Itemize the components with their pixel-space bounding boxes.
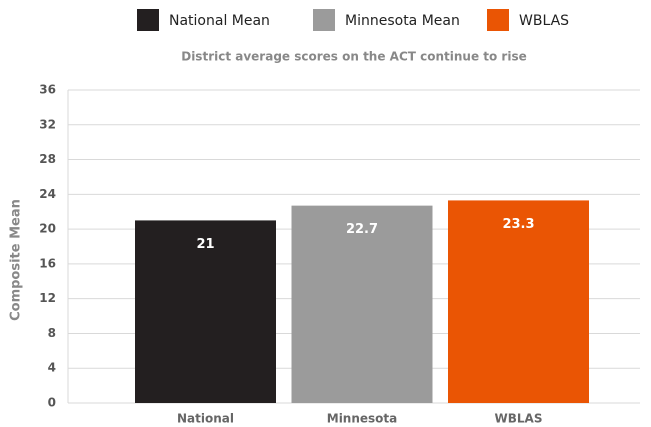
legend-swatch xyxy=(137,9,159,31)
legend-label: Minnesota Mean xyxy=(345,13,460,29)
legend-swatch xyxy=(313,9,335,31)
y-tick-label: 32 xyxy=(39,117,56,131)
y-axis-label: Composite Mean xyxy=(9,199,24,321)
y-tick-label: 24 xyxy=(39,187,56,201)
x-tick-label: Minnesota xyxy=(327,412,398,426)
y-tick-label: 20 xyxy=(39,222,56,236)
chart-subtitle: District average scores on the ACT conti… xyxy=(181,50,527,64)
bar xyxy=(448,200,589,403)
y-tick-label: 0 xyxy=(48,396,56,410)
data-label: 22.7 xyxy=(346,222,378,237)
legend-swatch xyxy=(487,9,509,31)
data-label: 23.3 xyxy=(502,217,534,232)
legend-label: National Mean xyxy=(169,13,270,29)
bar xyxy=(291,205,433,403)
y-tick-label: 4 xyxy=(48,361,56,375)
y-tick-label: 12 xyxy=(39,291,56,305)
y-tick-label: 28 xyxy=(39,152,56,166)
y-tick-label: 8 xyxy=(48,326,56,340)
y-tick-label: 16 xyxy=(39,256,56,270)
x-tick-label: WBLAS xyxy=(495,412,543,426)
legend-label: WBLAS xyxy=(519,13,569,29)
x-tick-label: National xyxy=(177,412,234,426)
y-tick-label: 36 xyxy=(39,83,56,97)
data-label: 21 xyxy=(196,237,214,252)
bar xyxy=(135,220,276,403)
